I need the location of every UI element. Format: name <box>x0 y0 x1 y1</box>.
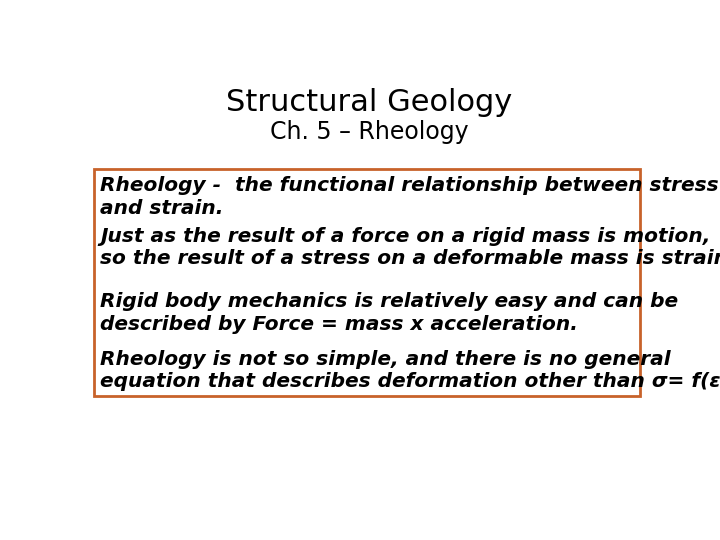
Text: Rigid body mechanics is relatively easy and can be
described by Force = mass x a: Rigid body mechanics is relatively easy … <box>100 292 678 334</box>
Text: Rheology -  the functional relationship between stress
and strain.: Rheology - the functional relationship b… <box>100 177 719 218</box>
Bar <box>94 168 640 396</box>
Text: Just as the result of a force on a rigid mass is motion,
so the result of a stre: Just as the result of a force on a rigid… <box>100 226 720 268</box>
Text: Ch. 5 – Rheology: Ch. 5 – Rheology <box>270 120 468 144</box>
Text: Structural Geology: Structural Geology <box>226 88 512 117</box>
Text: Rheology is not so simple, and there is no general
equation that describes defor: Rheology is not so simple, and there is … <box>100 350 720 392</box>
